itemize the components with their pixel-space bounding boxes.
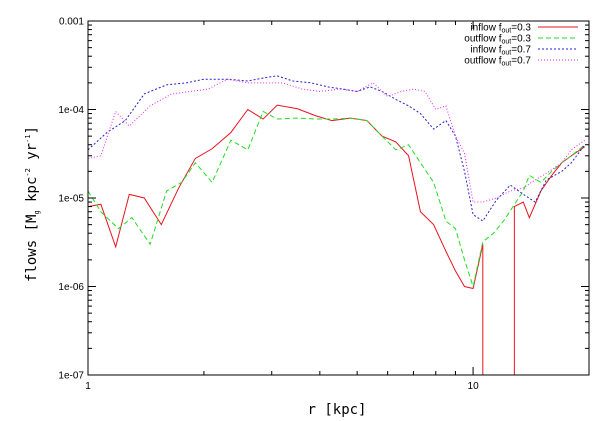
legend-label-sub: out bbox=[502, 39, 512, 46]
legend-label-main: inflow f bbox=[470, 23, 501, 34]
legend-label-tail: =0.7 bbox=[511, 56, 531, 67]
legend-label-sub: out bbox=[502, 28, 512, 35]
legend-label-tail: =0.3 bbox=[511, 23, 531, 34]
ticks-layer: 1 10 1e-07 1e-06 1e-05 1e-04 0.001 bbox=[58, 17, 589, 392]
legend-label-2: outflow fout=0.3 bbox=[464, 34, 531, 46]
x-tick-label: 10 bbox=[468, 381, 480, 392]
x-tick-label: 1 bbox=[85, 381, 91, 392]
legend-label-3: inflow fout=0.7 bbox=[470, 45, 531, 57]
y-tick-label: 1e-06 bbox=[58, 282, 84, 293]
legend-label-main: outflow f bbox=[464, 34, 501, 45]
legend-label-4: outflow fout=0.7 bbox=[464, 56, 531, 68]
y-axis-title: flows [Mg kpc-2 yr-1] bbox=[24, 126, 41, 282]
legend-label-sub: out bbox=[502, 50, 512, 57]
y-axis-title-sub: g bbox=[33, 210, 41, 214]
legend-label-tail: =0.3 bbox=[511, 34, 531, 45]
series-line-4 bbox=[88, 78, 586, 203]
legend-label-sub: out bbox=[502, 61, 512, 68]
y-axis-title-end: ] bbox=[24, 126, 40, 134]
y-axis-title-suffix: kpc bbox=[24, 177, 40, 211]
legend-label-tail: =0.7 bbox=[511, 45, 531, 56]
legend-label-1: inflow fout=0.3 bbox=[470, 23, 531, 35]
y-axis-title-sup1: -2 bbox=[24, 168, 32, 176]
x-axis-title: r [kpc] bbox=[307, 402, 366, 418]
legend-label-main: inflow f bbox=[470, 45, 501, 56]
y-tick-label: 0.001 bbox=[59, 17, 84, 28]
legend-label-main: outflow f bbox=[464, 56, 501, 67]
y-tick-label: 1e-05 bbox=[58, 194, 84, 205]
series-layer bbox=[88, 75, 586, 375]
y-tick-label: 1e-04 bbox=[58, 105, 84, 116]
y-axis-title-sup2: -1 bbox=[24, 134, 32, 142]
y-tick-label: 1e-07 bbox=[58, 371, 84, 382]
y-axis-title-prefix: flows [M bbox=[24, 215, 40, 282]
y-axis-title-mid: yr bbox=[24, 143, 40, 168]
series-line-3 bbox=[88, 75, 586, 222]
